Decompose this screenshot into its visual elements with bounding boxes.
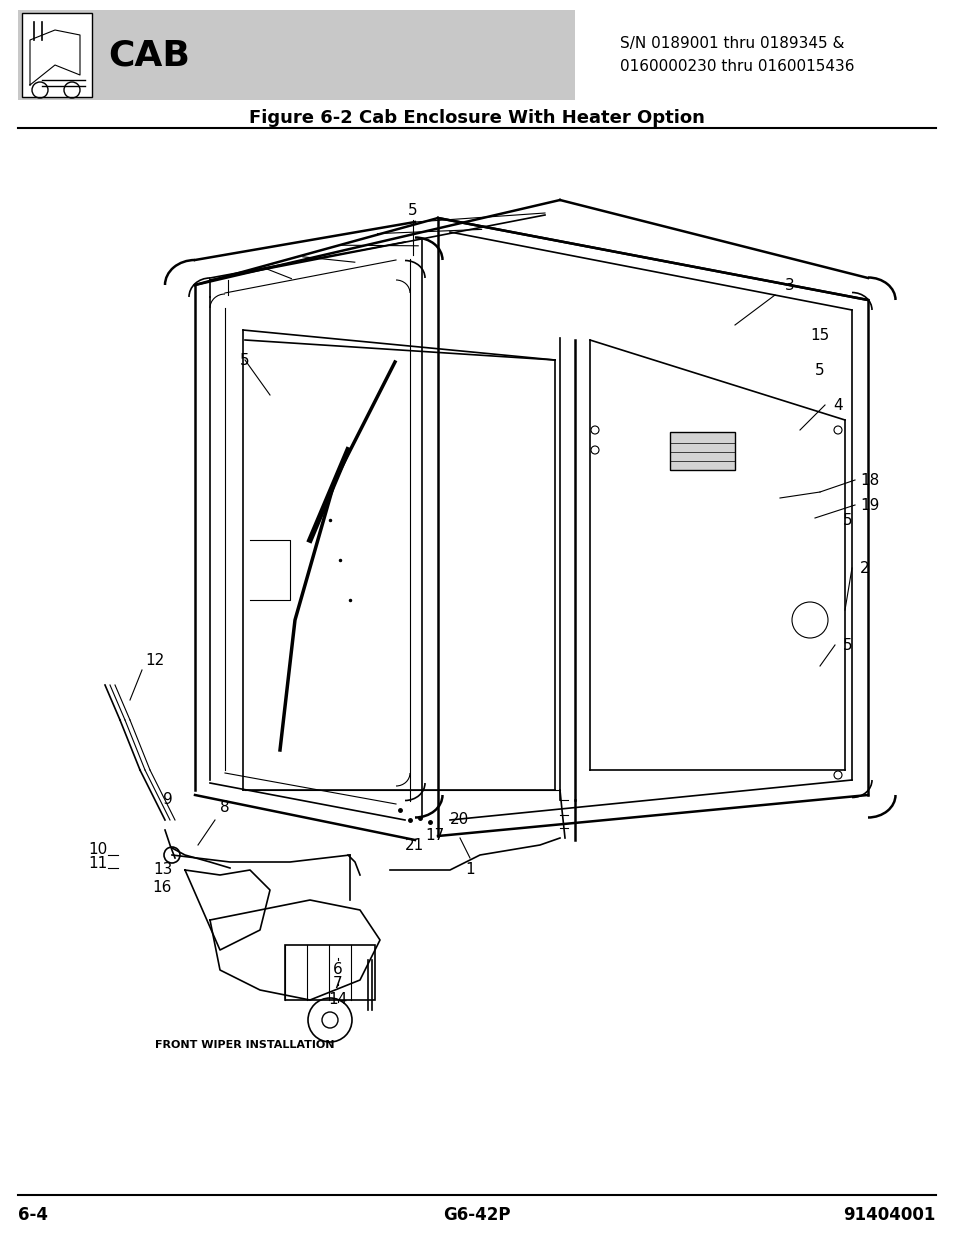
Text: 5: 5 <box>408 203 417 217</box>
Text: 9: 9 <box>163 793 172 808</box>
Text: S/N 0189001 thru 0189345 &
0160000230 thru 0160015436: S/N 0189001 thru 0189345 & 0160000230 th… <box>619 36 854 74</box>
Text: 21: 21 <box>405 837 424 852</box>
Text: 16: 16 <box>152 881 172 895</box>
Circle shape <box>833 771 841 779</box>
Text: 18: 18 <box>860 473 879 488</box>
Text: 19: 19 <box>860 498 879 513</box>
Text: 5: 5 <box>842 513 852 527</box>
Circle shape <box>590 426 598 433</box>
Text: 12: 12 <box>145 652 165 667</box>
Bar <box>285 945 375 1000</box>
Text: 7: 7 <box>333 977 342 992</box>
Circle shape <box>833 426 841 433</box>
Text: 14: 14 <box>328 992 347 1007</box>
Text: 6-4: 6-4 <box>18 1207 48 1224</box>
Bar <box>18 10 575 100</box>
Circle shape <box>590 446 598 454</box>
Text: 10: 10 <box>89 842 108 857</box>
Text: 5: 5 <box>240 352 250 368</box>
Text: 1: 1 <box>465 862 475 878</box>
Text: 17: 17 <box>425 827 444 842</box>
Text: 8: 8 <box>220 800 230 815</box>
Text: 4: 4 <box>832 398 841 412</box>
Text: 2: 2 <box>860 561 869 576</box>
Text: FRONT WIPER INSTALLATION: FRONT WIPER INSTALLATION <box>154 1040 335 1050</box>
Text: 91404001: 91404001 <box>842 1207 935 1224</box>
Text: Figure 6-2 Cab Enclosure With Heater Option: Figure 6-2 Cab Enclosure With Heater Opt… <box>249 109 704 127</box>
Text: CAB: CAB <box>108 38 190 72</box>
Text: 3: 3 <box>784 278 794 293</box>
Text: 5: 5 <box>814 363 824 378</box>
Text: 20: 20 <box>450 813 469 827</box>
Text: 15: 15 <box>809 327 829 342</box>
Text: 5: 5 <box>842 637 852 652</box>
Bar <box>669 432 734 471</box>
Text: 13: 13 <box>153 862 172 878</box>
Text: G6-42P: G6-42P <box>443 1207 510 1224</box>
Text: 11: 11 <box>89 856 108 871</box>
Circle shape <box>322 1011 337 1028</box>
Text: 6: 6 <box>333 962 342 977</box>
Bar <box>22 14 91 98</box>
